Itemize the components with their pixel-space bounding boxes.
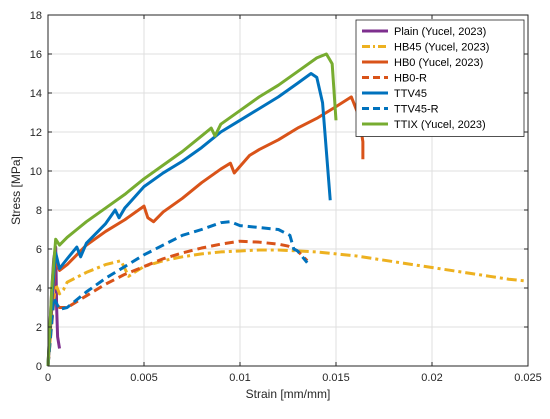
axis-ticks: 0 0.005 0.01 0.015 0.02 0.025 0 2 4 6 8 10 12 14 16 18 <box>30 10 542 384</box>
series-lines <box>46 52 529 367</box>
series-line-3 <box>46 95 365 367</box>
y-tick-label: 14 <box>30 88 42 100</box>
series-line-4 <box>46 239 309 367</box>
series-line-7 <box>46 52 338 367</box>
y-tick-label: 0 <box>36 361 42 373</box>
y-tick-label: 6 <box>36 244 42 256</box>
series-line-5 <box>46 72 332 367</box>
series-line-2 <box>46 248 529 367</box>
y-tick-label: 8 <box>36 205 42 217</box>
y-axis-title: Stress [MPa] <box>9 156 23 225</box>
legend-label: HB0-R <box>394 73 427 85</box>
x-tick-label: 0 <box>45 372 51 384</box>
legend-label: TTV45-R <box>394 104 439 116</box>
x-tick-label: 0.025 <box>514 372 542 384</box>
y-tick-label: 4 <box>36 283 42 295</box>
x-tick-label: 0.015 <box>322 372 350 384</box>
legend-label: Plain (Yucel, 2023) <box>394 26 486 38</box>
legend-label: TTV45 <box>394 88 427 100</box>
legend: Plain (Yucel, 2023) HB45 (Yucel, 2023) HB0… <box>355 19 525 137</box>
plot-frame <box>47 14 529 367</box>
y-tick-label: 18 <box>30 10 42 22</box>
legend-label: HB0 (Yucel, 2023) <box>394 57 483 69</box>
y-tick-label: 10 <box>30 166 42 178</box>
x-tick-label: 0.005 <box>130 372 158 384</box>
y-tick-label: 2 <box>36 322 42 334</box>
x-tick-label: 0.02 <box>421 372 442 384</box>
legend-label: TTIX (Yucel, 2023) <box>394 119 486 131</box>
y-tick-label: 16 <box>30 49 42 61</box>
x-tick-label: 0.01 <box>229 372 250 384</box>
x-axis-title: Strain [mm/mm] <box>246 387 331 401</box>
y-tick-label: 12 <box>30 127 42 139</box>
legend-label: HB45 (Yucel, 2023) <box>394 42 489 54</box>
